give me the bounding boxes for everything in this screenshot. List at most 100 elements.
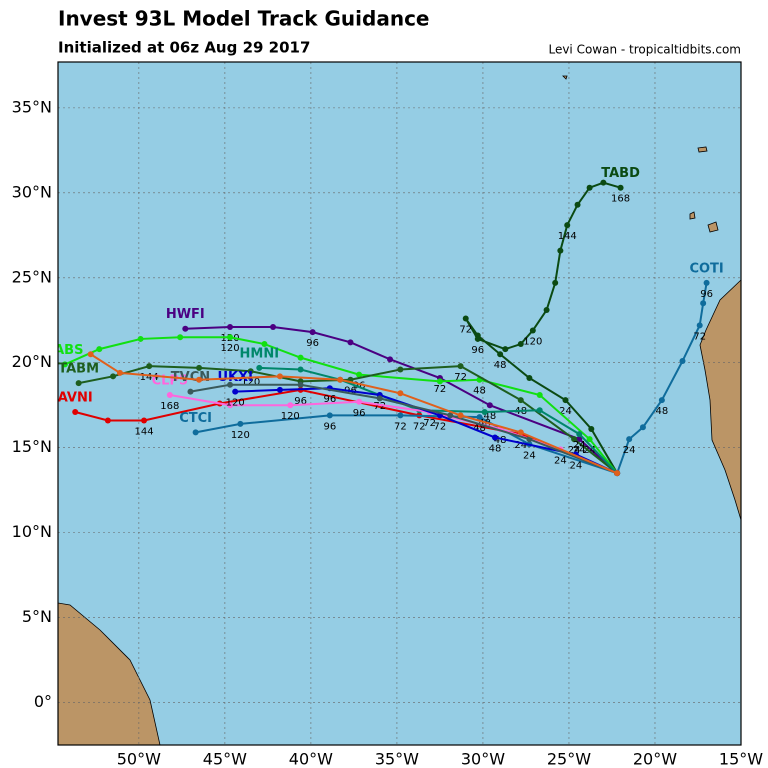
hour-label: 24 <box>523 450 536 461</box>
track-point <box>586 436 593 443</box>
title: Invest 93L Model Track Guidance <box>58 7 430 31</box>
track-point <box>227 381 234 388</box>
track-point <box>543 307 550 314</box>
hour-label: 24 <box>559 406 572 417</box>
hour-label: 168 <box>160 401 179 412</box>
hour-label: 120 <box>281 411 300 422</box>
track-point <box>196 364 203 371</box>
track-point <box>564 222 571 229</box>
hour-label: 72 <box>459 325 472 336</box>
track-point <box>536 392 543 399</box>
south-america <box>58 602 161 745</box>
track-point <box>141 417 148 424</box>
track-point <box>72 408 79 415</box>
hour-label: 48 <box>483 411 496 422</box>
track-point <box>574 201 581 208</box>
hour-label: 96 <box>323 421 336 432</box>
hour-label: 48 <box>494 360 507 371</box>
track-point <box>270 324 277 331</box>
track-point <box>196 376 203 383</box>
track-point <box>562 397 569 404</box>
islands <box>562 75 719 233</box>
track-point <box>614 470 621 477</box>
track-point <box>87 351 94 358</box>
africa <box>699 279 741 521</box>
track-point <box>481 408 488 415</box>
track-point <box>588 425 595 432</box>
hour-label: 24 <box>554 455 567 466</box>
y-tick-label: 5°N <box>22 607 52 626</box>
track-point <box>571 436 578 443</box>
hour-label: 120 <box>523 336 542 347</box>
hour-label: 72 <box>454 372 467 383</box>
hour-label: 96 <box>700 289 713 300</box>
y-tick-label: 10°N <box>12 522 52 541</box>
hour-label: 48 <box>473 386 486 397</box>
track-point <box>517 341 524 348</box>
track-name: COTI <box>689 261 723 276</box>
track-point <box>187 388 194 395</box>
track-point <box>557 247 564 254</box>
hour-label: 24 <box>573 440 586 451</box>
track-point <box>387 356 394 363</box>
x-tick-label: 40°W <box>289 750 333 768</box>
track-point <box>376 395 383 402</box>
track-point <box>457 363 464 370</box>
track-point <box>476 414 483 421</box>
y-tick-label: 20°N <box>12 352 52 371</box>
track-point <box>309 329 316 336</box>
hour-label: 72 <box>394 421 407 432</box>
x-tick-label: 25°W <box>547 750 591 768</box>
track-point <box>576 436 583 443</box>
y-tick-label: 15°N <box>12 437 52 456</box>
track-point <box>626 436 633 443</box>
hour-label: 96 <box>353 408 366 419</box>
track-point <box>639 424 646 431</box>
track-point <box>116 369 123 376</box>
x-tick-label: 45°W <box>203 750 247 768</box>
track-point <box>96 346 103 353</box>
hour-label: 24 <box>568 445 581 456</box>
x-tick-label: 20°W <box>633 750 677 768</box>
track-point <box>192 429 199 436</box>
track-line <box>78 365 618 474</box>
track-line <box>169 394 618 475</box>
hour-label: 96 <box>294 396 307 407</box>
hour-label: 72 <box>693 331 706 342</box>
track-point <box>356 371 363 378</box>
hour-label: 72 <box>434 384 447 395</box>
track-point <box>526 375 533 382</box>
track-point <box>276 386 283 393</box>
track-point <box>227 334 234 341</box>
track-point <box>61 361 68 368</box>
x-tick-label: 50°W <box>117 750 161 768</box>
track-point <box>600 179 607 186</box>
hour-label: 48 <box>489 443 502 454</box>
x-tick-label: 35°W <box>375 750 419 768</box>
track-point <box>356 398 363 405</box>
track-line <box>616 282 708 474</box>
y-tick-label: 25°N <box>12 267 52 286</box>
track-point <box>552 279 559 286</box>
track-point <box>586 184 593 191</box>
track-point <box>397 412 404 419</box>
track-point <box>576 431 583 438</box>
track-point <box>700 300 707 307</box>
track-point <box>462 315 469 322</box>
track-point <box>166 392 173 399</box>
track-line <box>185 326 618 474</box>
hour-label: 120 <box>241 377 260 388</box>
hour-label: 144 <box>134 426 153 437</box>
track-point <box>617 184 624 191</box>
track-point <box>517 429 524 436</box>
track-point <box>347 339 354 346</box>
land <box>58 75 741 745</box>
track-point <box>696 322 703 329</box>
track-point <box>486 402 493 409</box>
hour-label: 48 <box>478 418 491 429</box>
hour-label: 96 <box>471 345 484 356</box>
hour-label: 144 <box>558 231 577 242</box>
hour-label: 72 <box>413 421 426 432</box>
track-point <box>529 327 536 334</box>
y-tick-label: 30°N <box>12 182 52 201</box>
